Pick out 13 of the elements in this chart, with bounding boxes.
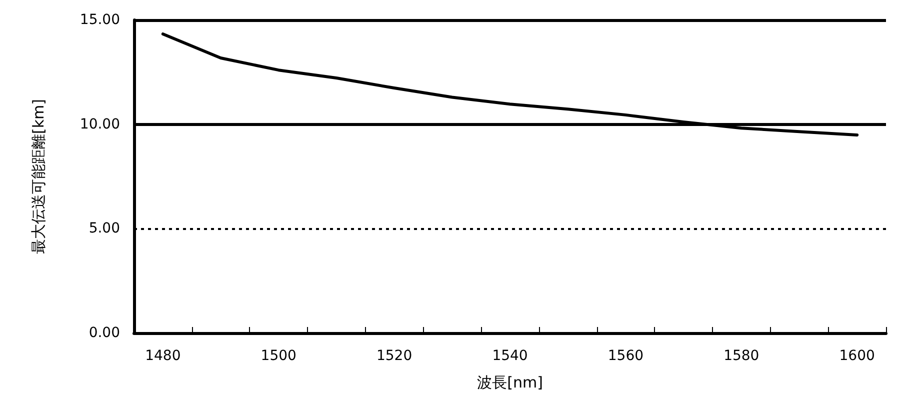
x-axis-title: 波長[nm] [477, 374, 543, 392]
x-tick-label: 1540 [492, 348, 528, 364]
x-tick-label: 1520 [376, 348, 412, 364]
x-tick-label: 1500 [260, 348, 296, 364]
y-tick-label: 0.00 [88, 325, 120, 341]
x-tick-label: 1600 [839, 348, 875, 364]
y-axis-title: 最大伝送可能距離[km] [30, 98, 48, 254]
y-tick-label: 15.00 [80, 12, 120, 28]
x-tick-label: 1560 [608, 348, 644, 364]
y-tick-label: 5.00 [88, 220, 120, 237]
y-tick-label: 10.00 [80, 116, 120, 132]
x-tick-label: 1480 [145, 348, 181, 364]
x-tick-label: 1580 [724, 348, 760, 364]
